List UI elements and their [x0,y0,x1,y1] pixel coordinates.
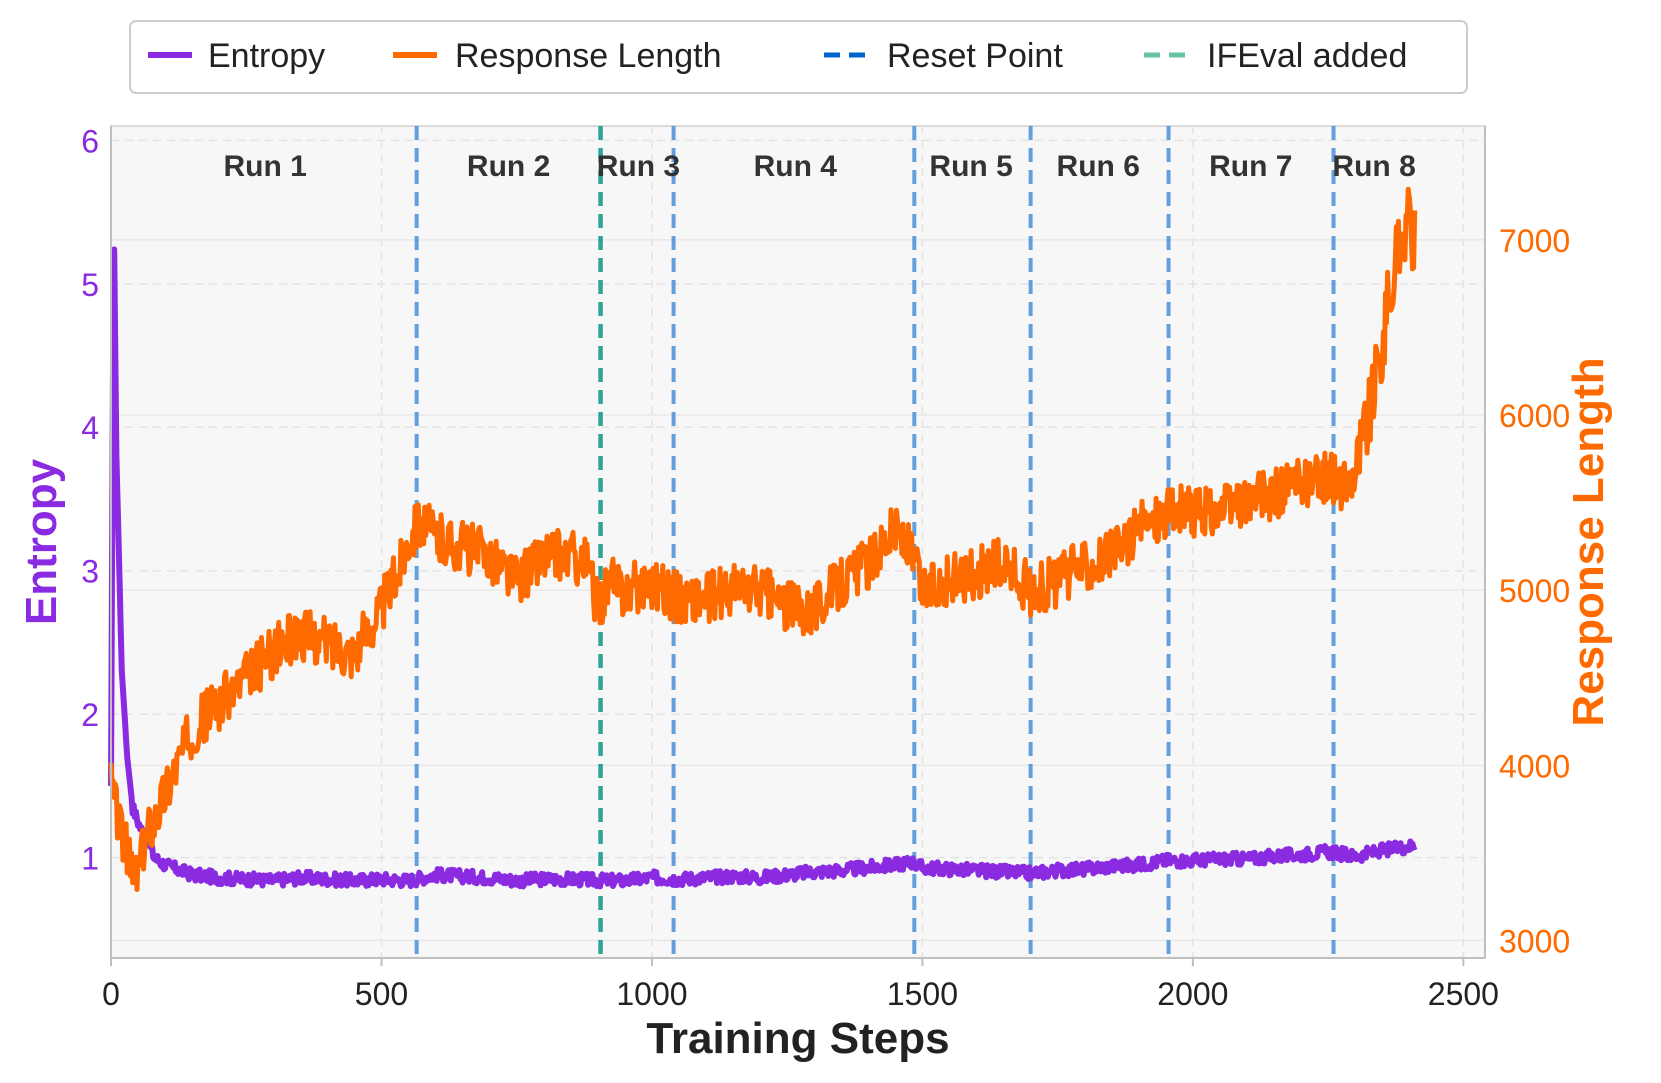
y-left-tick-label: 6 [81,123,99,159]
y-left-tick-label: 5 [81,267,99,303]
run-label: Run 6 [1057,150,1140,183]
x-tick-label: 500 [355,976,408,1012]
series-layer [108,186,1418,892]
x-tick-label: 1000 [616,976,687,1012]
y-left-tick-label: 3 [81,554,99,590]
y-left-tick-label: 2 [81,697,99,733]
x-tick-label: 2500 [1428,976,1499,1012]
run-label: Run 8 [1332,150,1415,183]
legend-label-entropy: Entropy [208,37,325,75]
x-tick-label: 0 [102,976,120,1012]
vertical-markers-layer [414,126,1336,958]
run-label-layer: Run 1 Run 2 Run 3 Run 4 Run 5 Run 6 Run 7 Run 8 [223,150,1415,183]
response-length-line [108,186,1418,892]
x-axis-title: Training Steps [646,1014,949,1063]
legend-label-ifeval-added: IFEval added [1207,37,1407,75]
x-tick-label: 1500 [887,976,958,1012]
y-left-axis-title: Entropy [17,458,66,625]
y-left-tick-label: 1 [81,841,99,877]
x-tick-label: 2000 [1157,976,1228,1012]
legend-label-response-length: Response Length [455,37,722,75]
legend: Entropy Response Length Reset Point IFEv… [129,20,1468,94]
run-label: Run 5 [929,150,1012,183]
y-right-tick-label: 5000 [1499,573,1570,609]
legend-label-reset-point: Reset Point [887,37,1063,75]
tick-label-layer: 0 500 1000 1500 2000 2500 1 2 3 4 5 6 3000 4000 5000 60… [81,123,1570,1012]
run-label: Run 4 [754,150,838,183]
y-left-tick-label: 4 [81,410,99,446]
run-label: Run 3 [597,150,680,183]
legend-box [129,20,1468,94]
plot-background [110,125,1486,959]
y-right-tick-label: 7000 [1499,223,1570,259]
run-label: Run 7 [1209,150,1292,183]
entropy-line [108,246,1418,890]
axis-layer [110,126,1486,959]
y-right-axis-title: Response Length [1564,357,1613,726]
y-right-tick-label: 3000 [1499,923,1570,959]
y-right-tick-label: 6000 [1499,398,1570,434]
run-label: Run 1 [223,150,306,183]
run-label: Run 2 [467,150,550,183]
y-right-tick-label: 4000 [1499,748,1570,784]
